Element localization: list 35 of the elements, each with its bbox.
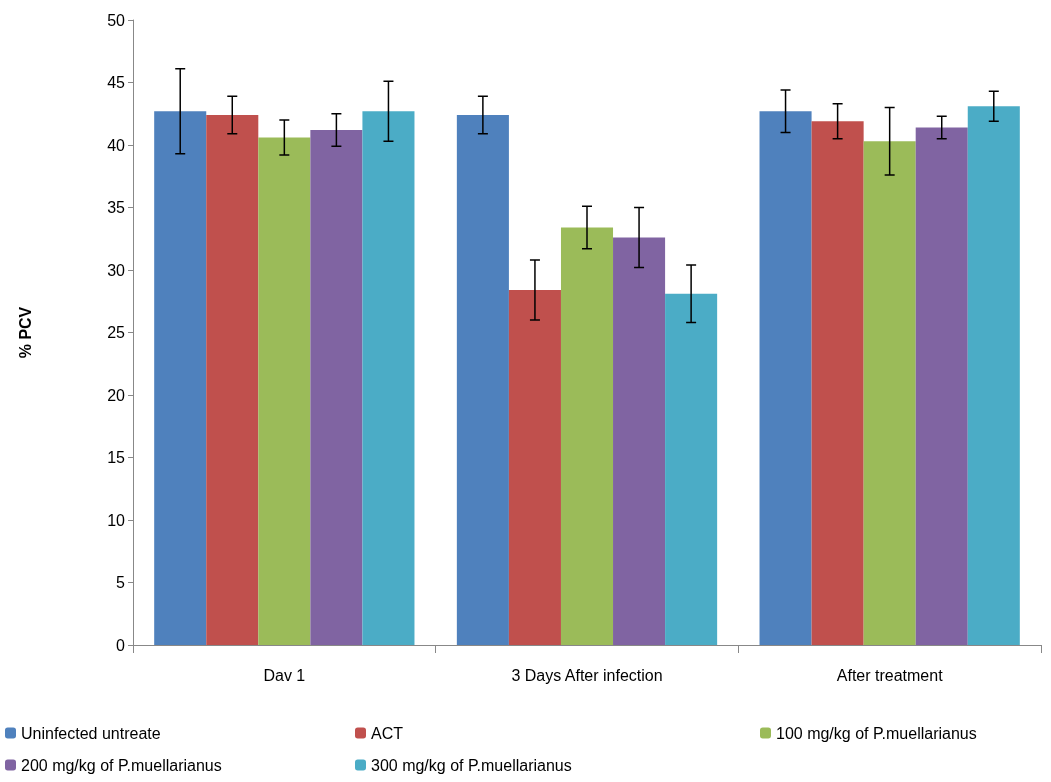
bar bbox=[915, 127, 968, 645]
y-tick-label: 0 bbox=[116, 636, 126, 654]
bar bbox=[863, 141, 916, 645]
y-tick-label: 10 bbox=[107, 511, 126, 529]
x-tick-label: After treatment bbox=[836, 666, 944, 684]
bar bbox=[665, 293, 718, 645]
y-tick-label: 25 bbox=[107, 324, 126, 341]
y-tick-label: 45 bbox=[107, 74, 126, 91]
y-tick-label: 20 bbox=[107, 386, 126, 404]
y-tick-label: 35 bbox=[107, 199, 126, 216]
y-tick-label: 40 bbox=[107, 136, 126, 154]
x-tick-label: 3 Days After infection bbox=[511, 666, 663, 684]
bar bbox=[154, 111, 207, 645]
bar bbox=[362, 111, 415, 645]
legend-label: ACT bbox=[371, 724, 404, 742]
legend-label: 300 mg/kg of P.muellarianus bbox=[371, 756, 572, 774]
legend-label: 200 mg/kg of P.muellarianus bbox=[21, 756, 222, 774]
bar bbox=[508, 290, 561, 645]
bar bbox=[613, 237, 666, 645]
y-tick-label: 5 bbox=[116, 574, 126, 591]
bar bbox=[310, 130, 363, 645]
bar bbox=[456, 115, 509, 645]
y-tick-label: 15 bbox=[107, 449, 126, 466]
y-tick-label: 30 bbox=[107, 261, 126, 279]
legend-label: Uninfected untreate bbox=[21, 724, 161, 742]
bar bbox=[206, 115, 259, 645]
bar bbox=[967, 106, 1020, 645]
bar bbox=[759, 111, 812, 645]
y-axis-title: % PCV bbox=[16, 306, 34, 359]
x-tick-label: Dav 1 bbox=[263, 666, 306, 684]
bar bbox=[560, 227, 614, 645]
bar bbox=[811, 121, 864, 645]
legend-label: 100 mg/kg of P.muellarianus bbox=[776, 724, 977, 742]
y-tick-label: 50 bbox=[107, 11, 126, 29]
bar bbox=[258, 137, 311, 645]
